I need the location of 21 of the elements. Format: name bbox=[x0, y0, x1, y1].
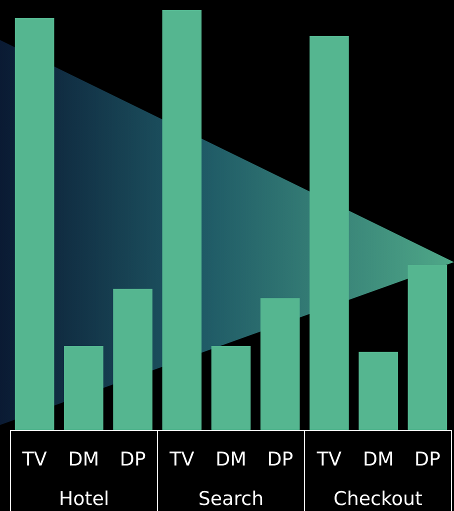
bar bbox=[211, 346, 251, 430]
bar bbox=[310, 36, 349, 430]
x-tick-label: DM bbox=[68, 448, 100, 470]
x-tick-label: DM bbox=[215, 448, 247, 470]
bar bbox=[260, 298, 300, 430]
bar bbox=[113, 288, 152, 430]
bar bbox=[64, 346, 104, 430]
x-tick-label: DP bbox=[267, 448, 294, 470]
bar bbox=[14, 18, 54, 430]
bar bbox=[162, 10, 202, 430]
text: Checkout bbox=[332, 487, 424, 511]
x-tick-label: TV bbox=[21, 448, 47, 470]
x-tick-label: DP bbox=[120, 448, 146, 470]
bar bbox=[408, 264, 448, 430]
x-tick-label: TV bbox=[316, 448, 342, 470]
text: Search bbox=[197, 487, 265, 511]
x-tick-label: DP bbox=[414, 448, 440, 470]
x-tick-label: TV bbox=[168, 448, 194, 470]
x-tick-label: DM bbox=[362, 448, 394, 470]
bar bbox=[358, 352, 398, 430]
text: Hotel bbox=[58, 487, 110, 511]
